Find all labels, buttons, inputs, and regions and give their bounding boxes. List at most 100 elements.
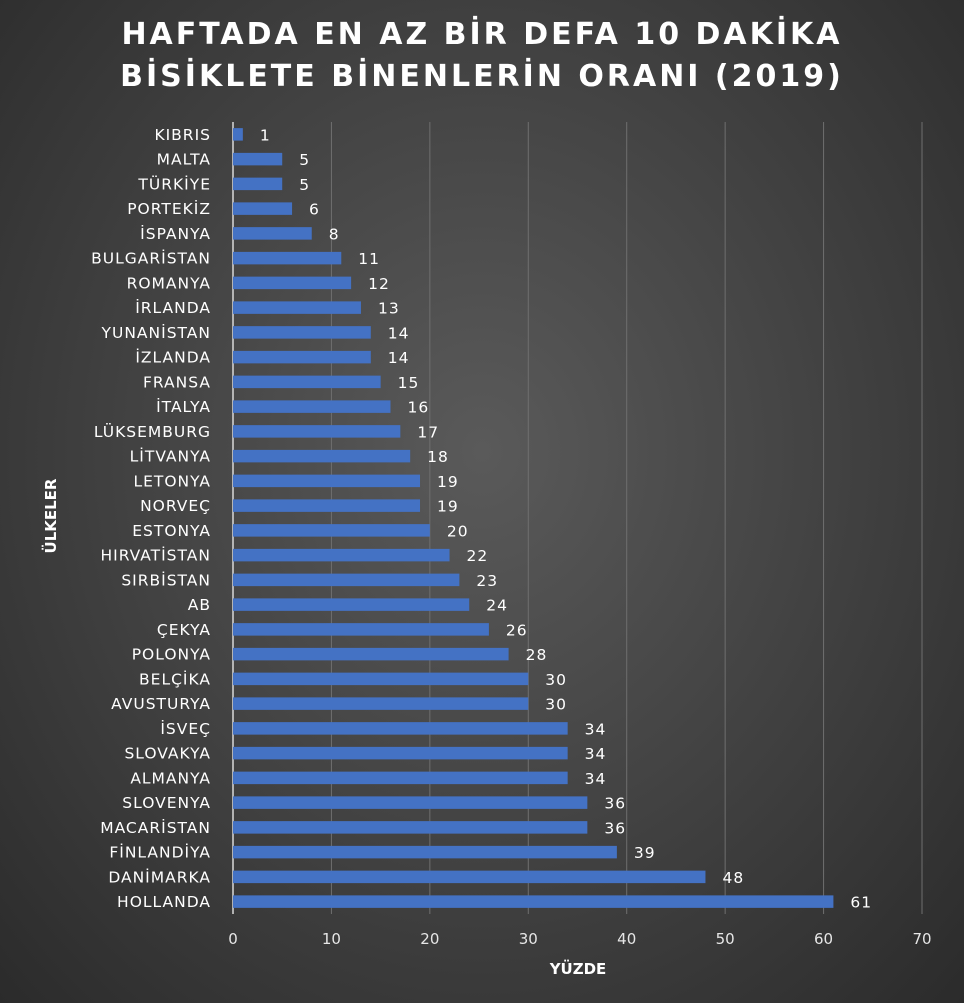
bar — [233, 746, 568, 760]
value-label: 8 — [329, 225, 340, 243]
bar — [233, 771, 568, 785]
category-label: MALTA — [157, 151, 211, 169]
value-label: 39 — [634, 844, 656, 862]
value-label: 5 — [299, 176, 310, 194]
value-label: 16 — [407, 399, 429, 417]
bar — [233, 425, 401, 438]
category-label: DANİMARKA — [108, 867, 211, 886]
value-label: 18 — [427, 448, 449, 466]
bar — [233, 202, 293, 215]
category-label: SIRBİSTAN — [121, 570, 211, 589]
category-label: SLOVENYA — [122, 794, 211, 812]
bar — [233, 647, 509, 661]
category-label: BELÇİKA — [139, 669, 211, 688]
value-label: 61 — [850, 894, 872, 912]
value-label: 1 — [260, 126, 271, 144]
value-label: 15 — [398, 374, 420, 392]
bar — [233, 326, 371, 339]
bar — [233, 227, 312, 240]
category-label: İTALYA — [156, 397, 211, 416]
category-label: TÜRKİYE — [137, 174, 211, 193]
bar — [233, 845, 617, 859]
bar — [233, 573, 460, 587]
bars — [233, 128, 834, 908]
bar — [233, 375, 381, 389]
value-label: 17 — [417, 423, 439, 441]
category-label: LETONYA — [133, 472, 211, 490]
bar — [233, 276, 352, 290]
category-label: YUNANİSTAN — [101, 323, 211, 342]
category-label: AVUSTURYA — [111, 695, 211, 713]
value-label: 48 — [722, 869, 744, 887]
value-label: 30 — [545, 671, 567, 689]
bar — [233, 870, 706, 884]
category-label: ALMANYA — [130, 769, 211, 787]
category-label: LÜKSEMBURG — [94, 422, 211, 441]
x-tick-label: 0 — [228, 930, 238, 948]
category-label: HIRVATİSTAN — [100, 546, 211, 565]
category-label: FİNLANDİYA — [109, 843, 211, 862]
bar — [233, 796, 588, 809]
bar — [233, 152, 283, 166]
bar — [233, 598, 470, 611]
y-axis-title: ÜLKELER — [41, 478, 60, 553]
value-label: 19 — [437, 498, 459, 516]
category-label: İSPANYA — [140, 224, 211, 243]
bar — [233, 251, 342, 265]
value-label: 34 — [585, 745, 607, 763]
category-label: AB — [188, 596, 211, 614]
category-label: MACARİSTAN — [100, 818, 211, 837]
chart-title-line-1: HAFTADA EN AZ BİR DEFA 10 DAKİKA — [121, 17, 843, 52]
value-label: 26 — [506, 621, 528, 639]
bar — [233, 548, 450, 562]
category-label: POLONYA — [132, 646, 211, 664]
category-label: İRLANDA — [135, 298, 211, 317]
category-labels: KIBRIS MALTA TÜRKİYE PORTEKİZ İSPANYA BULGARİ… — [91, 126, 211, 911]
x-tick-label: 50 — [716, 930, 735, 948]
bar — [233, 697, 529, 710]
bar — [233, 177, 283, 191]
value-label: 6 — [309, 201, 320, 219]
x-axis-title: YÜZDE — [549, 959, 607, 978]
value-label: 23 — [476, 572, 498, 590]
value-label: 5 — [299, 151, 310, 169]
value-label: 30 — [545, 696, 567, 714]
category-label: FRANSA — [143, 373, 211, 391]
value-label: 12 — [368, 275, 390, 293]
value-label: 14 — [388, 349, 410, 367]
category-label: ESTONYA — [132, 522, 211, 540]
value-label: 36 — [604, 795, 626, 813]
bar — [233, 128, 243, 141]
bar — [233, 722, 568, 735]
bar — [233, 672, 529, 686]
category-label: ÇEKYA — [157, 621, 211, 639]
x-tick-label: 10 — [322, 930, 341, 948]
bar — [233, 895, 834, 908]
value-label: 13 — [378, 300, 400, 318]
category-label: PORTEKİZ — [127, 199, 211, 218]
bar — [233, 301, 361, 314]
value-label: 34 — [585, 720, 607, 738]
bar — [233, 524, 430, 537]
value-label: 34 — [585, 770, 607, 788]
x-tick-labels: 0 10 20 30 40 50 60 70 — [228, 930, 931, 948]
value-label: 24 — [486, 597, 508, 615]
x-tick-label: 20 — [420, 930, 439, 948]
category-label: NORVEÇ — [140, 497, 211, 515]
x-tick-label: 30 — [519, 930, 538, 948]
x-tick-label: 40 — [617, 930, 636, 948]
value-label: 14 — [388, 324, 410, 342]
category-label: KIBRIS — [154, 126, 211, 144]
x-tick-label: 60 — [814, 930, 833, 948]
value-label: 28 — [526, 646, 548, 664]
value-label: 19 — [437, 473, 459, 491]
category-label: İSVEÇ — [160, 719, 211, 738]
bar — [233, 400, 391, 413]
chart-title-line-2: BİSİKLETE BİNENLERİN ORANI (2019) — [120, 59, 844, 94]
bar — [233, 474, 421, 488]
value-label: 11 — [358, 250, 380, 268]
category-label: BULGARİSTAN — [91, 249, 211, 268]
value-labels: 1556811121314141516171819192022232426283… — [260, 126, 872, 912]
bar — [233, 499, 421, 512]
